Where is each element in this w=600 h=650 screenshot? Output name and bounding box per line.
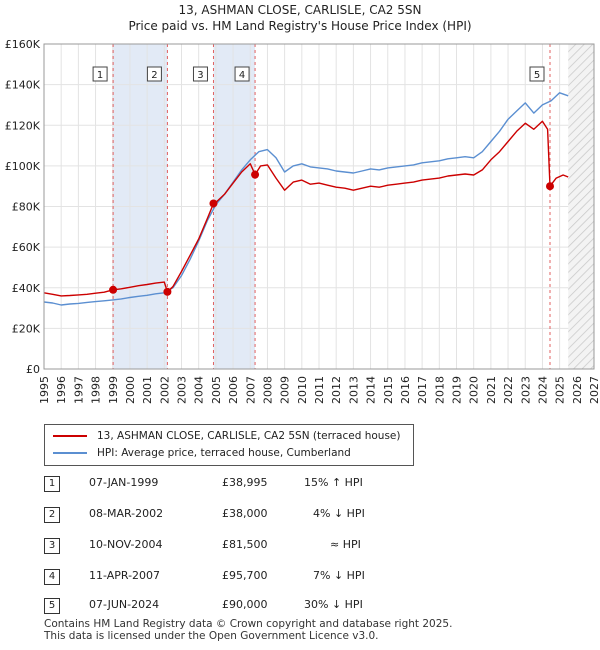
- x-tick-label: 2015: [382, 376, 395, 404]
- sale-hpi-diff: 30% ↓ HPI: [304, 598, 363, 611]
- sale-hpi-diff: ≈ HPI: [330, 538, 361, 551]
- sale-number-badge: 1: [44, 476, 60, 492]
- y-tick-label: £100K: [5, 160, 41, 173]
- hpi-line: [43, 92, 569, 306]
- sale-point: [546, 182, 554, 191]
- sale-date: 08-MAR-2002: [89, 507, 164, 520]
- x-tick-label: 2008: [261, 376, 274, 404]
- y-tick-label: £120K: [5, 119, 41, 132]
- legend-swatch-property: [53, 435, 87, 437]
- sale-marker-label: 5: [534, 70, 540, 81]
- sale-date: 10-NOV-2004: [89, 538, 163, 551]
- x-tick-label: 2007: [244, 376, 257, 404]
- chart-title: 13, ASHMAN CLOSE, CARLISLE, CA2 5SN: [179, 3, 422, 17]
- x-tick-label: 2000: [124, 376, 137, 404]
- chart-legend: 13, ASHMAN CLOSE, CARLISLE, CA2 5SN (ter…: [44, 424, 414, 466]
- chart-subtitle: Price paid vs. HM Land Registry's House …: [128, 19, 471, 33]
- legend-item-property: 13, ASHMAN CLOSE, CARLISLE, CA2 5SN (ter…: [53, 430, 400, 442]
- forecast-zone: [568, 44, 594, 369]
- sale-date: 11-APR-2007: [89, 569, 161, 582]
- sale-number-badge: 3: [44, 538, 60, 554]
- x-tick-label: 1998: [90, 376, 103, 404]
- sale-marker-box: [234, 66, 250, 82]
- sale-number-badge: 5: [44, 598, 60, 614]
- x-tick-label: 2018: [433, 376, 446, 404]
- x-tick-label: 2021: [485, 376, 498, 404]
- legend-label-hpi: HPI: Average price, terraced house, Cumb…: [97, 447, 351, 459]
- x-tick-label: 1996: [55, 376, 68, 404]
- sale-marker-box: [146, 66, 162, 82]
- x-tick-label: 1995: [38, 376, 51, 404]
- y-tick-label: £60K: [12, 241, 41, 254]
- sale-marker-label: 2: [151, 70, 157, 81]
- sale-marker-box: [529, 66, 545, 82]
- property-price-line: [43, 120, 569, 297]
- x-tick-label: 2005: [210, 376, 223, 404]
- price-chart: 13, ASHMAN CLOSE, CARLISLE, CA2 5SN Pric…: [5, 3, 600, 404]
- x-tick-label: 2025: [554, 376, 567, 404]
- sale-marker-box: [92, 66, 108, 82]
- sale-point: [209, 199, 218, 208]
- y-tick-label: £0: [26, 363, 40, 376]
- x-tick-label: 2019: [451, 376, 464, 404]
- x-tick-label: 2010: [296, 376, 309, 404]
- x-tick-label: 2013: [347, 376, 360, 404]
- sale-marker-box: [192, 66, 208, 82]
- x-tick-label: 2016: [399, 376, 412, 404]
- y-tick-label: £80K: [12, 201, 41, 214]
- sale-marker-label: 1: [97, 70, 103, 81]
- x-tick-label: 2003: [176, 376, 189, 404]
- legend-label-property: 13, ASHMAN CLOSE, CARLISLE, CA2 5SN (ter…: [97, 430, 401, 442]
- y-tick-label: £20K: [12, 322, 41, 335]
- sale-price: £95,700: [222, 569, 268, 582]
- x-tick-label: 1999: [107, 376, 120, 404]
- table-row: 5 07-JUN-2024 £90,000 30% ↓ HPI: [44, 598, 464, 614]
- sale-point: [163, 287, 172, 296]
- sale-number-badge: 2: [44, 507, 60, 523]
- y-tick-label: £160K: [5, 38, 41, 51]
- legend-item-hpi: HPI: Average price, terraced house, Cumb…: [53, 447, 351, 459]
- footer-line-copyright: Contains HM Land Registry data © Crown c…: [44, 618, 453, 630]
- x-tick-label: 2009: [279, 376, 292, 404]
- sale-hpi-diff: 7% ↓ HPI: [313, 569, 365, 582]
- x-tick-label: 2004: [193, 376, 206, 404]
- x-tick-label: 1997: [72, 376, 85, 404]
- y-tick-label: £140K: [5, 79, 41, 92]
- x-tick-label: 2020: [468, 376, 481, 404]
- table-row: 2 08-MAR-2002 £38,000 4% ↓ HPI: [44, 507, 464, 523]
- x-tick-label: 2024: [536, 376, 549, 404]
- sale-marker-label: 3: [197, 70, 203, 81]
- x-tick-label: 2002: [158, 376, 171, 404]
- y-tick-label: £40K: [12, 282, 41, 295]
- x-tick-label: 2012: [330, 376, 343, 404]
- sale-date: 07-JUN-2024: [89, 598, 160, 611]
- sale-price: £38,000: [222, 507, 268, 520]
- sale-date: 07-JAN-1999: [89, 476, 159, 489]
- table-row: 4 11-APR-2007 £95,700 7% ↓ HPI: [44, 569, 464, 585]
- sale-number-badge: 4: [44, 569, 60, 585]
- sale-marker-label: 4: [239, 70, 245, 81]
- x-tick-label: 2006: [227, 376, 240, 404]
- x-tick-label: 2027: [588, 376, 600, 404]
- footer-attribution: Contains HM Land Registry data © Crown c…: [44, 618, 452, 642]
- sale-hpi-diff: 4% ↓ HPI: [313, 507, 365, 520]
- x-tick-label: 2014: [365, 376, 378, 404]
- plot-frame: [43, 43, 595, 370]
- sale-hpi-diff: 15% ↑ HPI: [304, 476, 363, 489]
- table-row: 1 07-JAN-1999 £38,995 15% ↑ HPI: [44, 476, 464, 492]
- legend-swatch-hpi: [53, 452, 87, 454]
- sale-price: £81,500: [222, 538, 268, 551]
- table-row: 3 10-NOV-2004 £81,500 ≈ HPI: [44, 538, 464, 554]
- sale-price: £38,995: [222, 476, 268, 489]
- footer-line-licence: This data is licensed under the Open Gov…: [44, 630, 379, 642]
- sale-point: [251, 170, 260, 179]
- x-tick-label: 2011: [313, 376, 326, 404]
- x-tick-label: 2026: [571, 376, 584, 404]
- x-tick-label: 2001: [141, 376, 154, 404]
- x-tick-label: 2017: [416, 376, 429, 404]
- sale-point: [109, 285, 118, 294]
- x-tick-label: 2022: [502, 376, 515, 404]
- x-tick-label: 2023: [519, 376, 532, 404]
- sale-price: £90,000: [222, 598, 268, 611]
